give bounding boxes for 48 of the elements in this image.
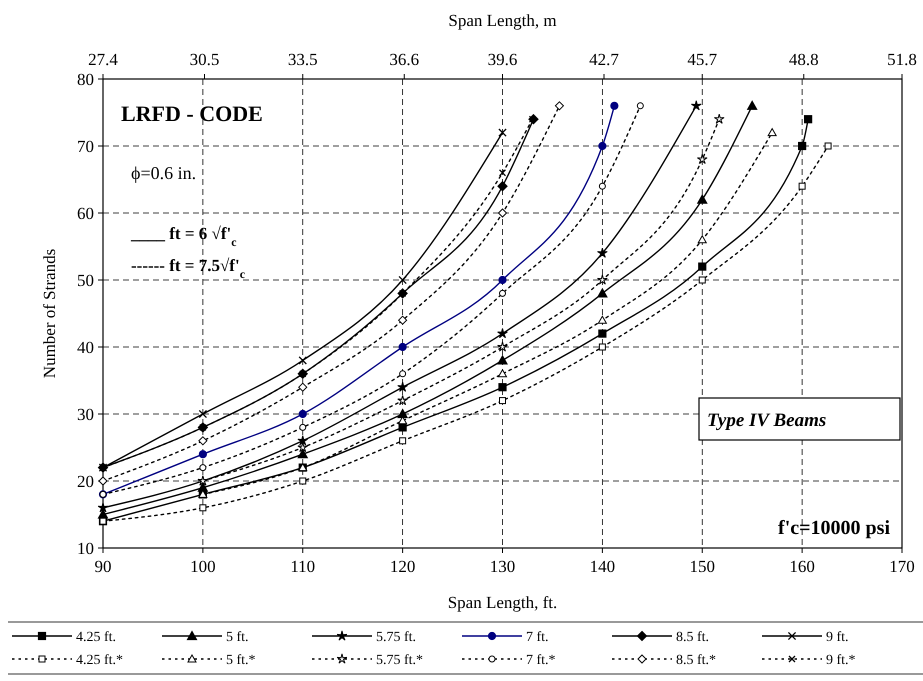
y-tick-label: 60: [77, 204, 94, 223]
x2-tick-label: 42.7: [589, 50, 620, 69]
legend-label: 8.5 ft.*: [676, 653, 716, 668]
legend-label: 4.25 ft.*: [76, 653, 124, 668]
y-axis-title: Number of Strands: [40, 248, 59, 378]
x-tick-label: 130: [490, 557, 516, 576]
annotation: ____ ft = 6 √f'$_{c}$: [130, 224, 237, 249]
y-tick-label: 70: [77, 137, 94, 156]
legend-label: 5 ft.*: [226, 653, 256, 668]
annotation: Type IV Beams: [707, 410, 826, 431]
legend-label: 8.5 ft.: [676, 630, 710, 645]
annotation: LRFD - CODE: [121, 101, 263, 126]
y-tick-label: 30: [77, 405, 94, 424]
legend-label: 7 ft.*: [526, 653, 556, 668]
x-tick-label: 90: [94, 557, 112, 576]
x-tick-label: 110: [290, 557, 316, 576]
x2-tick-label: 36.6: [389, 50, 420, 69]
x-tick-label: 120: [390, 557, 416, 576]
x2-tick-label: 45.7: [687, 50, 718, 69]
x2-tick-label: 27.4: [88, 50, 118, 69]
y-tick-label: 40: [77, 338, 94, 357]
legend-label: 9 ft.: [826, 630, 849, 645]
legend-label: 7 ft.: [526, 630, 549, 645]
x2-tick-label: 48.8: [788, 50, 819, 69]
y-tick-label: 10: [77, 539, 94, 558]
x-tick-label: 100: [190, 557, 216, 576]
x-tick-label: 150: [690, 557, 715, 576]
x2-tick-label: 33.5: [288, 50, 318, 69]
label-frame: Type IV Beams: [698, 397, 901, 441]
legend-label: 5.75 ft.: [376, 630, 416, 645]
y-tick-label: 50: [77, 271, 94, 290]
x2-tick-label: 51.8: [887, 50, 917, 69]
legend-label: 9 ft.*: [826, 653, 856, 668]
x-tick-label: 160: [789, 557, 815, 576]
x-axis-title: Span Length, ft.: [448, 593, 558, 612]
x-tick-label: 170: [889, 557, 915, 576]
y-tick-label: 80: [77, 70, 94, 89]
annotation: ϕ=0.6 in.: [131, 163, 196, 183]
x2-tick-label: 39.6: [488, 50, 518, 69]
annotation: ------ ft = 7.5√f'$_{c}$: [131, 256, 245, 281]
legend-label: 5.75 ft.*: [376, 653, 424, 668]
x2-axis-title: Span Length, m: [448, 11, 557, 30]
y-tick-label: 20: [77, 472, 94, 491]
annotation: f'c=10000 psi: [778, 517, 890, 539]
legend-label: 4.25 ft.: [76, 630, 116, 645]
x-tick-label: 140: [590, 557, 616, 576]
legend-label: 5 ft.: [226, 630, 249, 645]
x2-tick-label: 30.5: [190, 50, 220, 69]
